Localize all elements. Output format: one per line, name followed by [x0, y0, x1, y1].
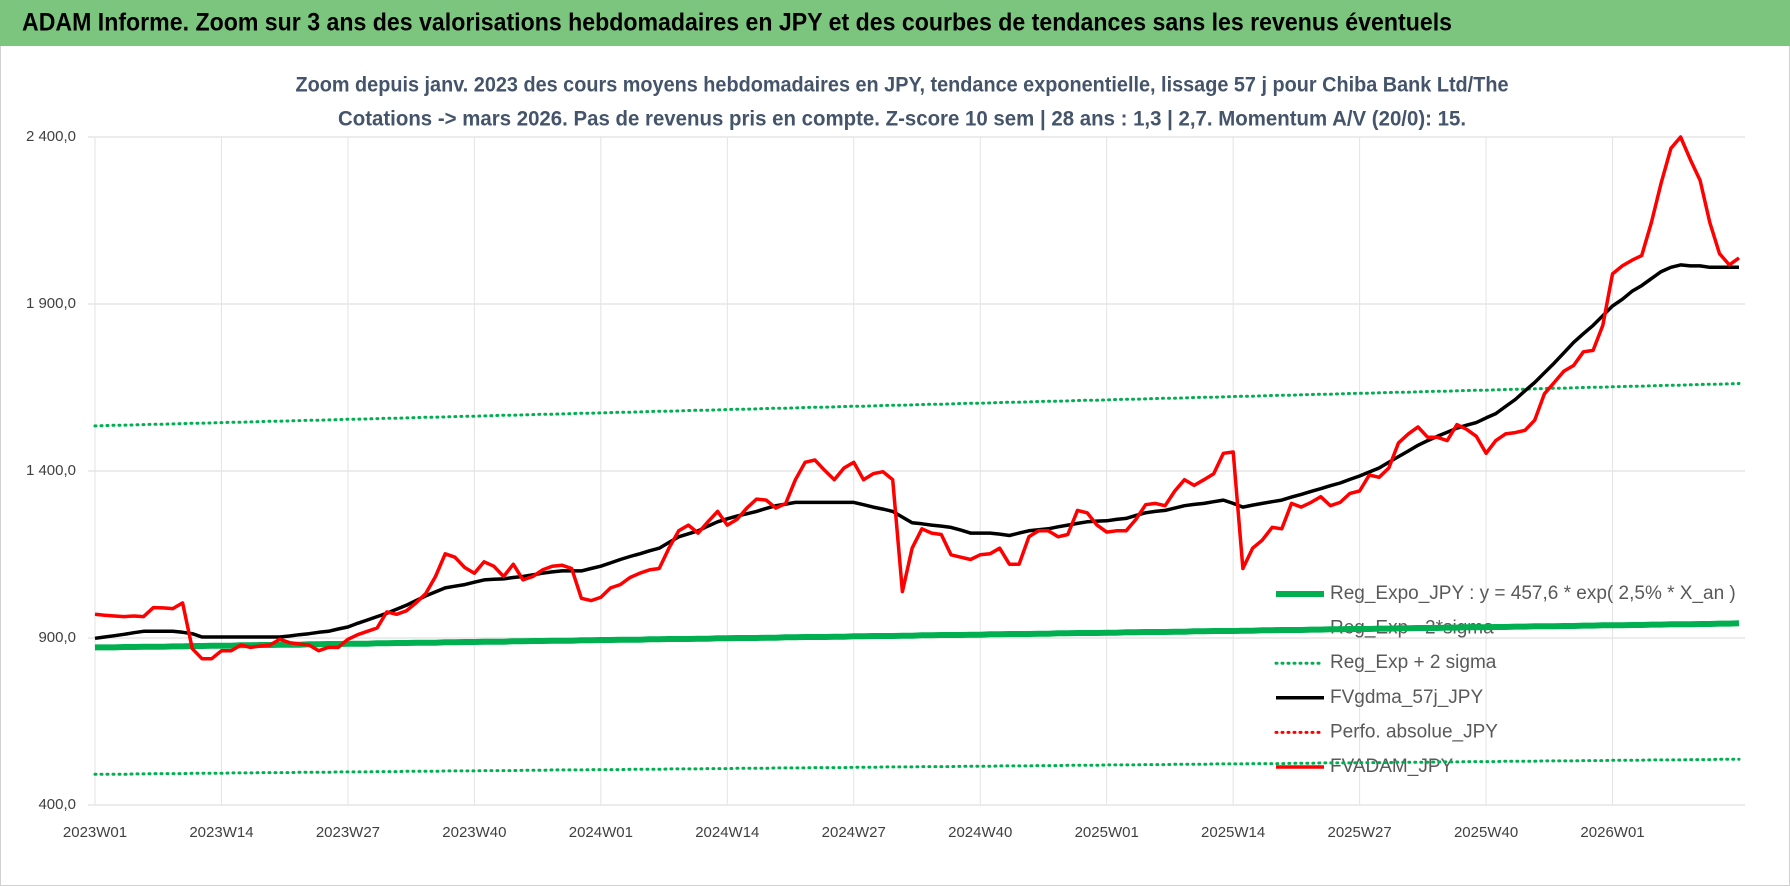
grid: 400,0 900,0 1 400,0 1 900,0 2 400,0 2023W01 20…	[26, 128, 1745, 841]
y-tick-label: 1 400,0	[26, 462, 76, 479]
chart-title: Zoom depuis janv. 2023 des cours moyens …	[296, 74, 1509, 97]
x-tick-label: 2024W40	[948, 824, 1012, 841]
x-tick-label: 2025W01	[1075, 824, 1139, 841]
series-line	[93, 382, 1741, 428]
y-tick-label: 1 900,0	[26, 295, 76, 312]
x-tick-label: 2025W27	[1328, 824, 1392, 841]
series-line	[95, 620, 1740, 651]
header-title: ADAM Informe. Zoom sur 3 ans des valoris…	[22, 9, 1452, 37]
x-tick-label: 2025W40	[1454, 824, 1518, 841]
legend-label: Reg_Expo_JPY : y = 457,6 * exp( 2,5% * X…	[1330, 583, 1736, 604]
plot-lines	[93, 135, 1741, 776]
x-tick-label: 2023W40	[442, 824, 506, 841]
legend-label: Perfo. absolue_JPY	[1330, 721, 1498, 742]
chart-title: Cotations -> mars 2026. Pas de revenus p…	[338, 108, 1466, 131]
x-tick-label: 2023W14	[189, 824, 253, 841]
legend-label: FVgdma_57j_JPY	[1330, 687, 1483, 708]
legend-label: FVADAM_JPY	[1330, 756, 1454, 777]
legend-label: Reg_Exp + 2 sigma	[1330, 652, 1497, 673]
x-tick-label: 2024W01	[569, 824, 633, 841]
series-line	[94, 135, 1741, 661]
series-line	[93, 757, 1741, 776]
x-tick-label: 2024W14	[695, 824, 759, 841]
x-tick-label: 2023W27	[316, 824, 380, 841]
y-tick-label: 2 400,0	[26, 128, 76, 145]
x-tick-label: 2023W01	[63, 824, 127, 841]
y-tick-label: 400,0	[38, 796, 76, 813]
y-tick-label: 900,0	[38, 629, 76, 646]
x-tick-label: 2024W27	[822, 824, 886, 841]
series-line	[94, 263, 1739, 641]
x-tick-label: 2026W01	[1580, 824, 1644, 841]
x-tick-label: 2025W14	[1201, 824, 1265, 841]
header-bar	[0, 0, 1790, 46]
